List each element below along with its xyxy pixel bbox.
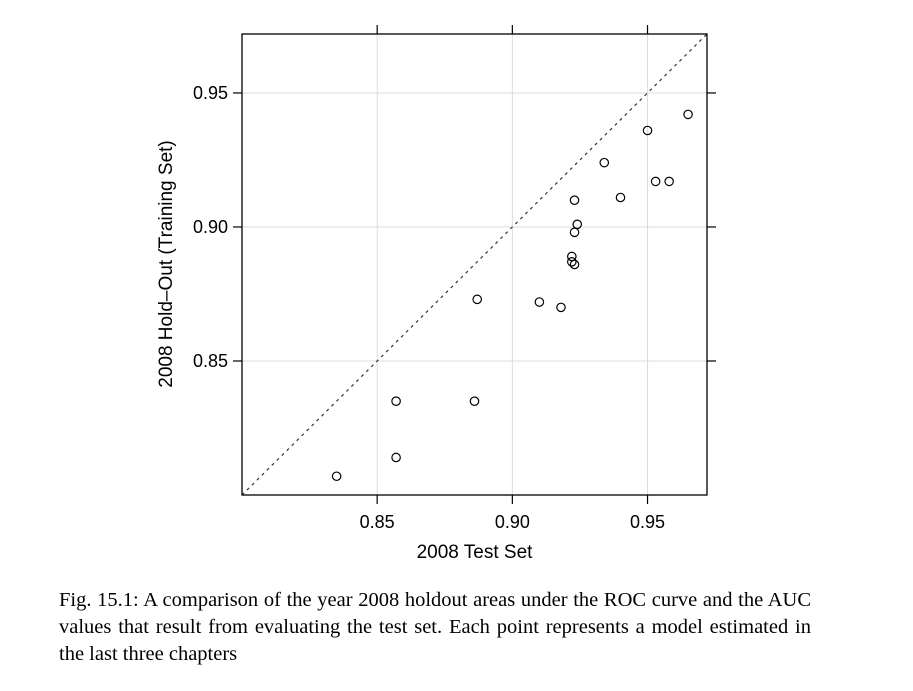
data-points [331,109,693,482]
data-point-1 [391,452,401,463]
data-point-8 [567,257,577,267]
data-point-14 [615,192,626,203]
y-tick-label-2: 0.95 [193,83,228,103]
tick-labels: 0.85 0.90 0.95 0.85 0.90 0.95 [193,83,665,532]
data-point-18 [683,109,693,120]
data-point-4 [472,294,483,305]
data-point-3 [469,396,480,406]
x-axis-label: 2008 Test Set [417,542,534,563]
x-tick-label-2: 0.95 [630,512,665,532]
identity-reference-line [241,33,708,496]
data-point-17 [664,176,674,187]
plot-frame [241,33,708,496]
data-point-13 [599,157,610,168]
grid-lines [242,34,707,495]
scatter-chart: 0.85 0.90 0.95 0.85 0.90 0.95 2008 Test Set 2… [156,25,716,563]
data-point-6 [556,302,566,313]
data-point-15 [642,125,653,136]
x-tick-label-1: 0.90 [495,512,530,532]
figure-caption: Fig. 15.1: A comparison of the year 2008… [59,589,811,665]
x-tick-label-0: 0.85 [360,512,395,532]
data-point-2 [391,396,401,406]
data-point-12 [569,195,580,205]
data-point-11 [572,219,583,230]
y-tick-label-1: 0.90 [193,217,228,237]
y-axis-label: 2008 Hold–Out (Training Set) [156,140,177,387]
data-point-16 [650,176,661,187]
data-point-9 [569,259,580,270]
data-point-10 [569,227,580,238]
axis-ticks [233,25,716,504]
y-tick-label-0: 0.85 [193,351,228,371]
data-point-0 [331,471,342,482]
data-point-5 [534,297,545,307]
